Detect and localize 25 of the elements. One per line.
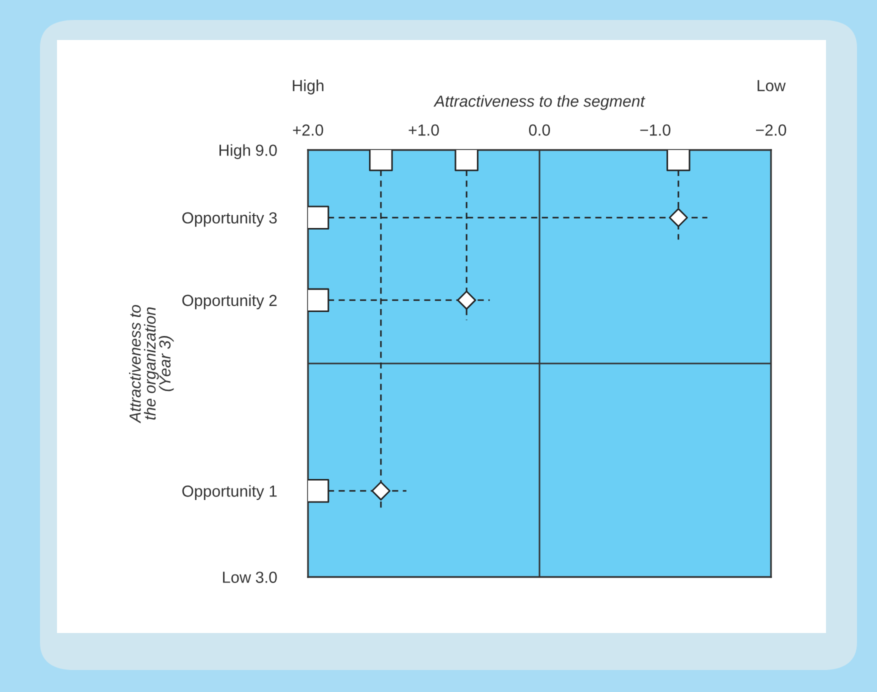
text: Low: [223, 572, 252, 583]
point: [457, 290, 476, 310]
point: [668, 208, 688, 228]
point: [666, 150, 690, 172]
x-tick-label: 0.0: [529, 124, 550, 136]
y-tick-label: Opportunity 2: [182, 294, 277, 310]
y-tick-label: 3.0: [256, 572, 277, 583]
x-tick-label: −2.0: [756, 124, 786, 136]
text: Low: [758, 80, 786, 92]
point: [308, 288, 330, 312]
text: High: [292, 80, 324, 94]
y-tick-label: Opportunity 3: [182, 212, 277, 227]
point: [371, 481, 390, 500]
point: [308, 206, 330, 230]
x-axis-title: Attractiveness to the segment: [434, 95, 646, 110]
point: [454, 150, 478, 172]
y-tick-label: Opportunity 1: [182, 485, 277, 500]
x-tick-label: +1.0: [408, 124, 439, 136]
text: High: [220, 144, 250, 160]
x-tick-label: −1.0: [640, 124, 670, 136]
x-tick-label: +2.0: [293, 124, 324, 136]
y-axis-title: Attractiveness to the organization (Year 3): [129, 304, 174, 424]
y-tick-label: 9.0: [256, 144, 277, 156]
point: [369, 150, 393, 172]
point: [308, 479, 330, 503]
